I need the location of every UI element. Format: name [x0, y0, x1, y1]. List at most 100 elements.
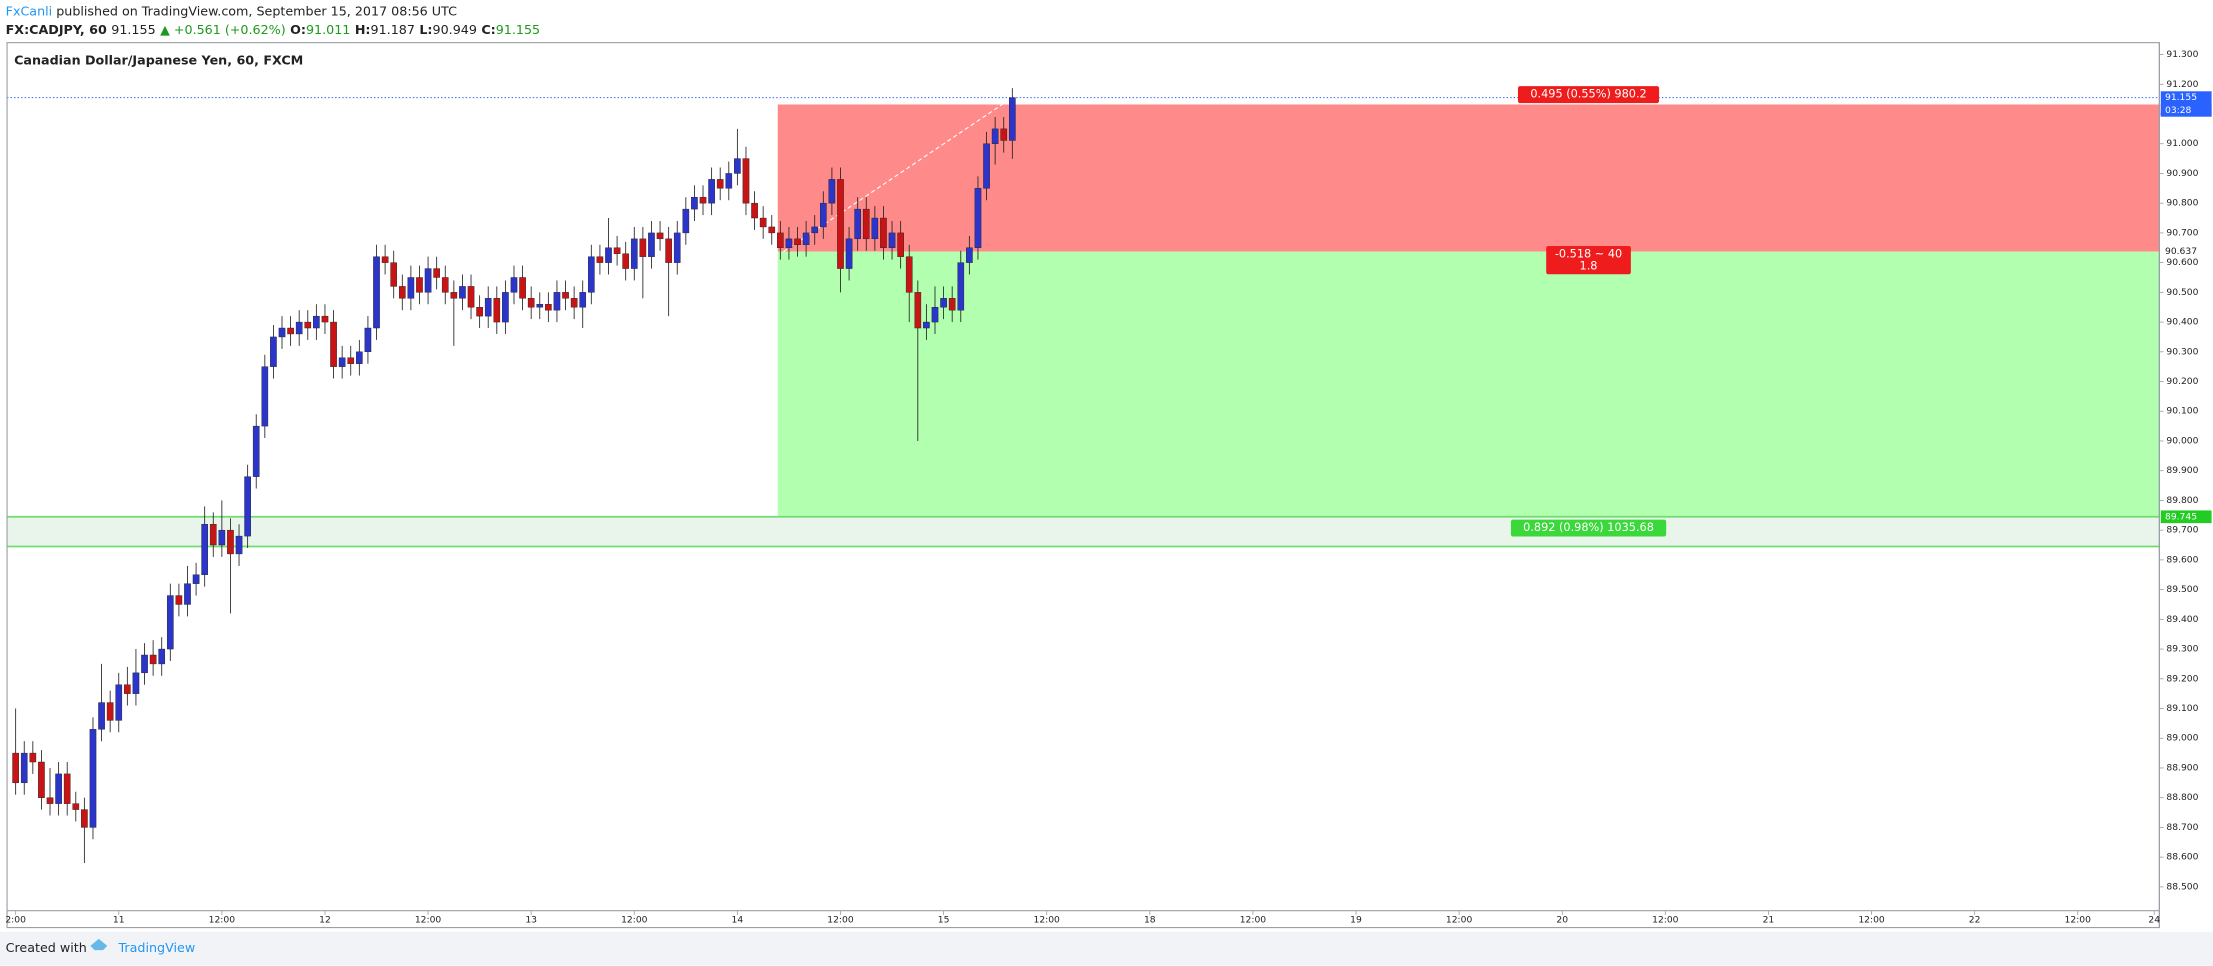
candle-body — [682, 208, 690, 234]
change: ▲ +0.561 (+0.62%) — [160, 21, 286, 36]
x-tick-label: 12 — [319, 914, 331, 925]
candle-body — [201, 523, 208, 575]
y-tick-label: 88.900 — [2166, 762, 2198, 773]
candle-body — [304, 321, 312, 329]
candle-body — [450, 292, 458, 299]
candle-body — [768, 226, 776, 234]
ohlc-value: 91.155 — [496, 21, 540, 36]
candle-body — [72, 803, 80, 810]
candle-body — [811, 226, 819, 234]
candle-body — [545, 304, 552, 311]
candle-body — [398, 286, 406, 299]
candle-body — [98, 702, 105, 730]
candle-body — [527, 298, 535, 308]
candle-body — [948, 298, 956, 311]
candle-body — [673, 232, 681, 263]
candle-body — [510, 277, 518, 293]
candle-body — [605, 247, 612, 263]
stop-info-text: 0.892 (0.98%) 1035.68 — [1523, 521, 1654, 534]
y-tick-label: 90.400 — [2166, 317, 2198, 328]
x-tick-label: 18 — [1144, 914, 1156, 925]
stop-info — [1510, 519, 1667, 537]
candle-body — [1009, 97, 1016, 141]
candle-body — [132, 672, 140, 694]
entry-badge — [2160, 245, 2212, 258]
candle-body — [321, 315, 329, 323]
candle-body — [1000, 128, 1008, 141]
y-tick-label: 89.300 — [2166, 644, 2198, 655]
candle-body — [854, 208, 861, 240]
entry-badge-label: 90.637 — [2165, 246, 2197, 257]
publisher[interactable]: FxCanli — [6, 3, 53, 18]
candle-body — [390, 262, 398, 287]
last-price-badge — [2160, 91, 2212, 105]
candle-body — [536, 304, 544, 308]
candle-body — [244, 476, 251, 537]
target-info-text: 0.495 (0.55%) 980.2 — [1530, 88, 1646, 101]
support-band — [7, 516, 2160, 547]
candle-body — [381, 256, 389, 263]
candle-body — [828, 179, 836, 204]
candle-body — [364, 327, 372, 353]
y-tick-label: 90.700 — [2166, 227, 2198, 238]
price: 91.155 — [111, 21, 155, 36]
candle-body — [802, 232, 810, 246]
candle-body — [588, 256, 595, 293]
center-info — [1546, 245, 1631, 275]
y-tick-label: 89.600 — [2166, 554, 2198, 565]
candle-body — [742, 158, 750, 204]
y-tick-label: 88.800 — [2166, 792, 2198, 803]
candle-body — [785, 238, 793, 248]
candle-body — [665, 238, 672, 263]
candle-body — [519, 277, 526, 299]
candle-body — [424, 268, 432, 293]
candle-body — [596, 256, 604, 263]
candle-body — [699, 197, 707, 204]
footer-brand[interactable]: TradingView — [118, 940, 196, 955]
y-tick-label: 91.000 — [2166, 138, 2198, 149]
candle-body — [484, 298, 492, 317]
candle-body — [12, 752, 19, 784]
header-line: FxCanli published on TradingView.com, Se… — [6, 3, 457, 18]
ohlc-value: 90.949 — [433, 21, 477, 36]
candle-body — [467, 286, 475, 308]
x-tick-label: 12:00 — [2065, 914, 2092, 925]
candle-body — [777, 232, 784, 248]
y-tick-label: 89.100 — [2166, 703, 2198, 714]
candle-body — [897, 232, 904, 257]
countdown-badge — [2160, 104, 2212, 117]
y-tick-label: 90.600 — [2166, 257, 2198, 268]
candle-body — [158, 648, 166, 665]
x-tick-label: 24 — [2148, 914, 2160, 925]
ohlc-key: C: — [481, 21, 495, 36]
y-tick-label: 89.500 — [2166, 584, 2198, 595]
candle-body — [338, 357, 346, 367]
y-tick-label: 90.300 — [2166, 346, 2198, 357]
candle-body — [476, 307, 483, 317]
symbol: FX:CADJPY, 60 — [6, 21, 107, 36]
candle-body — [579, 292, 587, 308]
ohlc-key: L: — [419, 21, 432, 36]
candle-body — [218, 529, 226, 546]
y-tick-label: 90.500 — [2166, 287, 2198, 298]
candle-body — [270, 336, 277, 367]
y-tick-label: 89.000 — [2166, 733, 2198, 744]
plot: 0.495 (0.55%) 980.2 -0.518 ~ 401.8 0.892 (… — [7, 86, 2160, 864]
stop-zone — [777, 251, 2160, 517]
candle-body — [407, 277, 415, 299]
candle-body — [493, 298, 501, 323]
x-tick-label: 15 — [938, 914, 950, 925]
candle-body — [794, 238, 801, 246]
candle-body — [751, 202, 758, 219]
candle-body — [502, 292, 509, 323]
candle-body — [940, 298, 947, 308]
x-tick-label: 12:00 — [209, 914, 236, 925]
x-tick-label: 13 — [525, 914, 537, 925]
x-tick-label: 20 — [1556, 914, 1568, 925]
y-tick-label: 89.900 — [2166, 465, 2198, 476]
y-tick-label: 90.100 — [2166, 406, 2198, 417]
candle-body — [957, 262, 965, 311]
x-tick-label: 12:00 — [1652, 914, 1679, 925]
countdown: 03:28 — [2165, 105, 2192, 116]
